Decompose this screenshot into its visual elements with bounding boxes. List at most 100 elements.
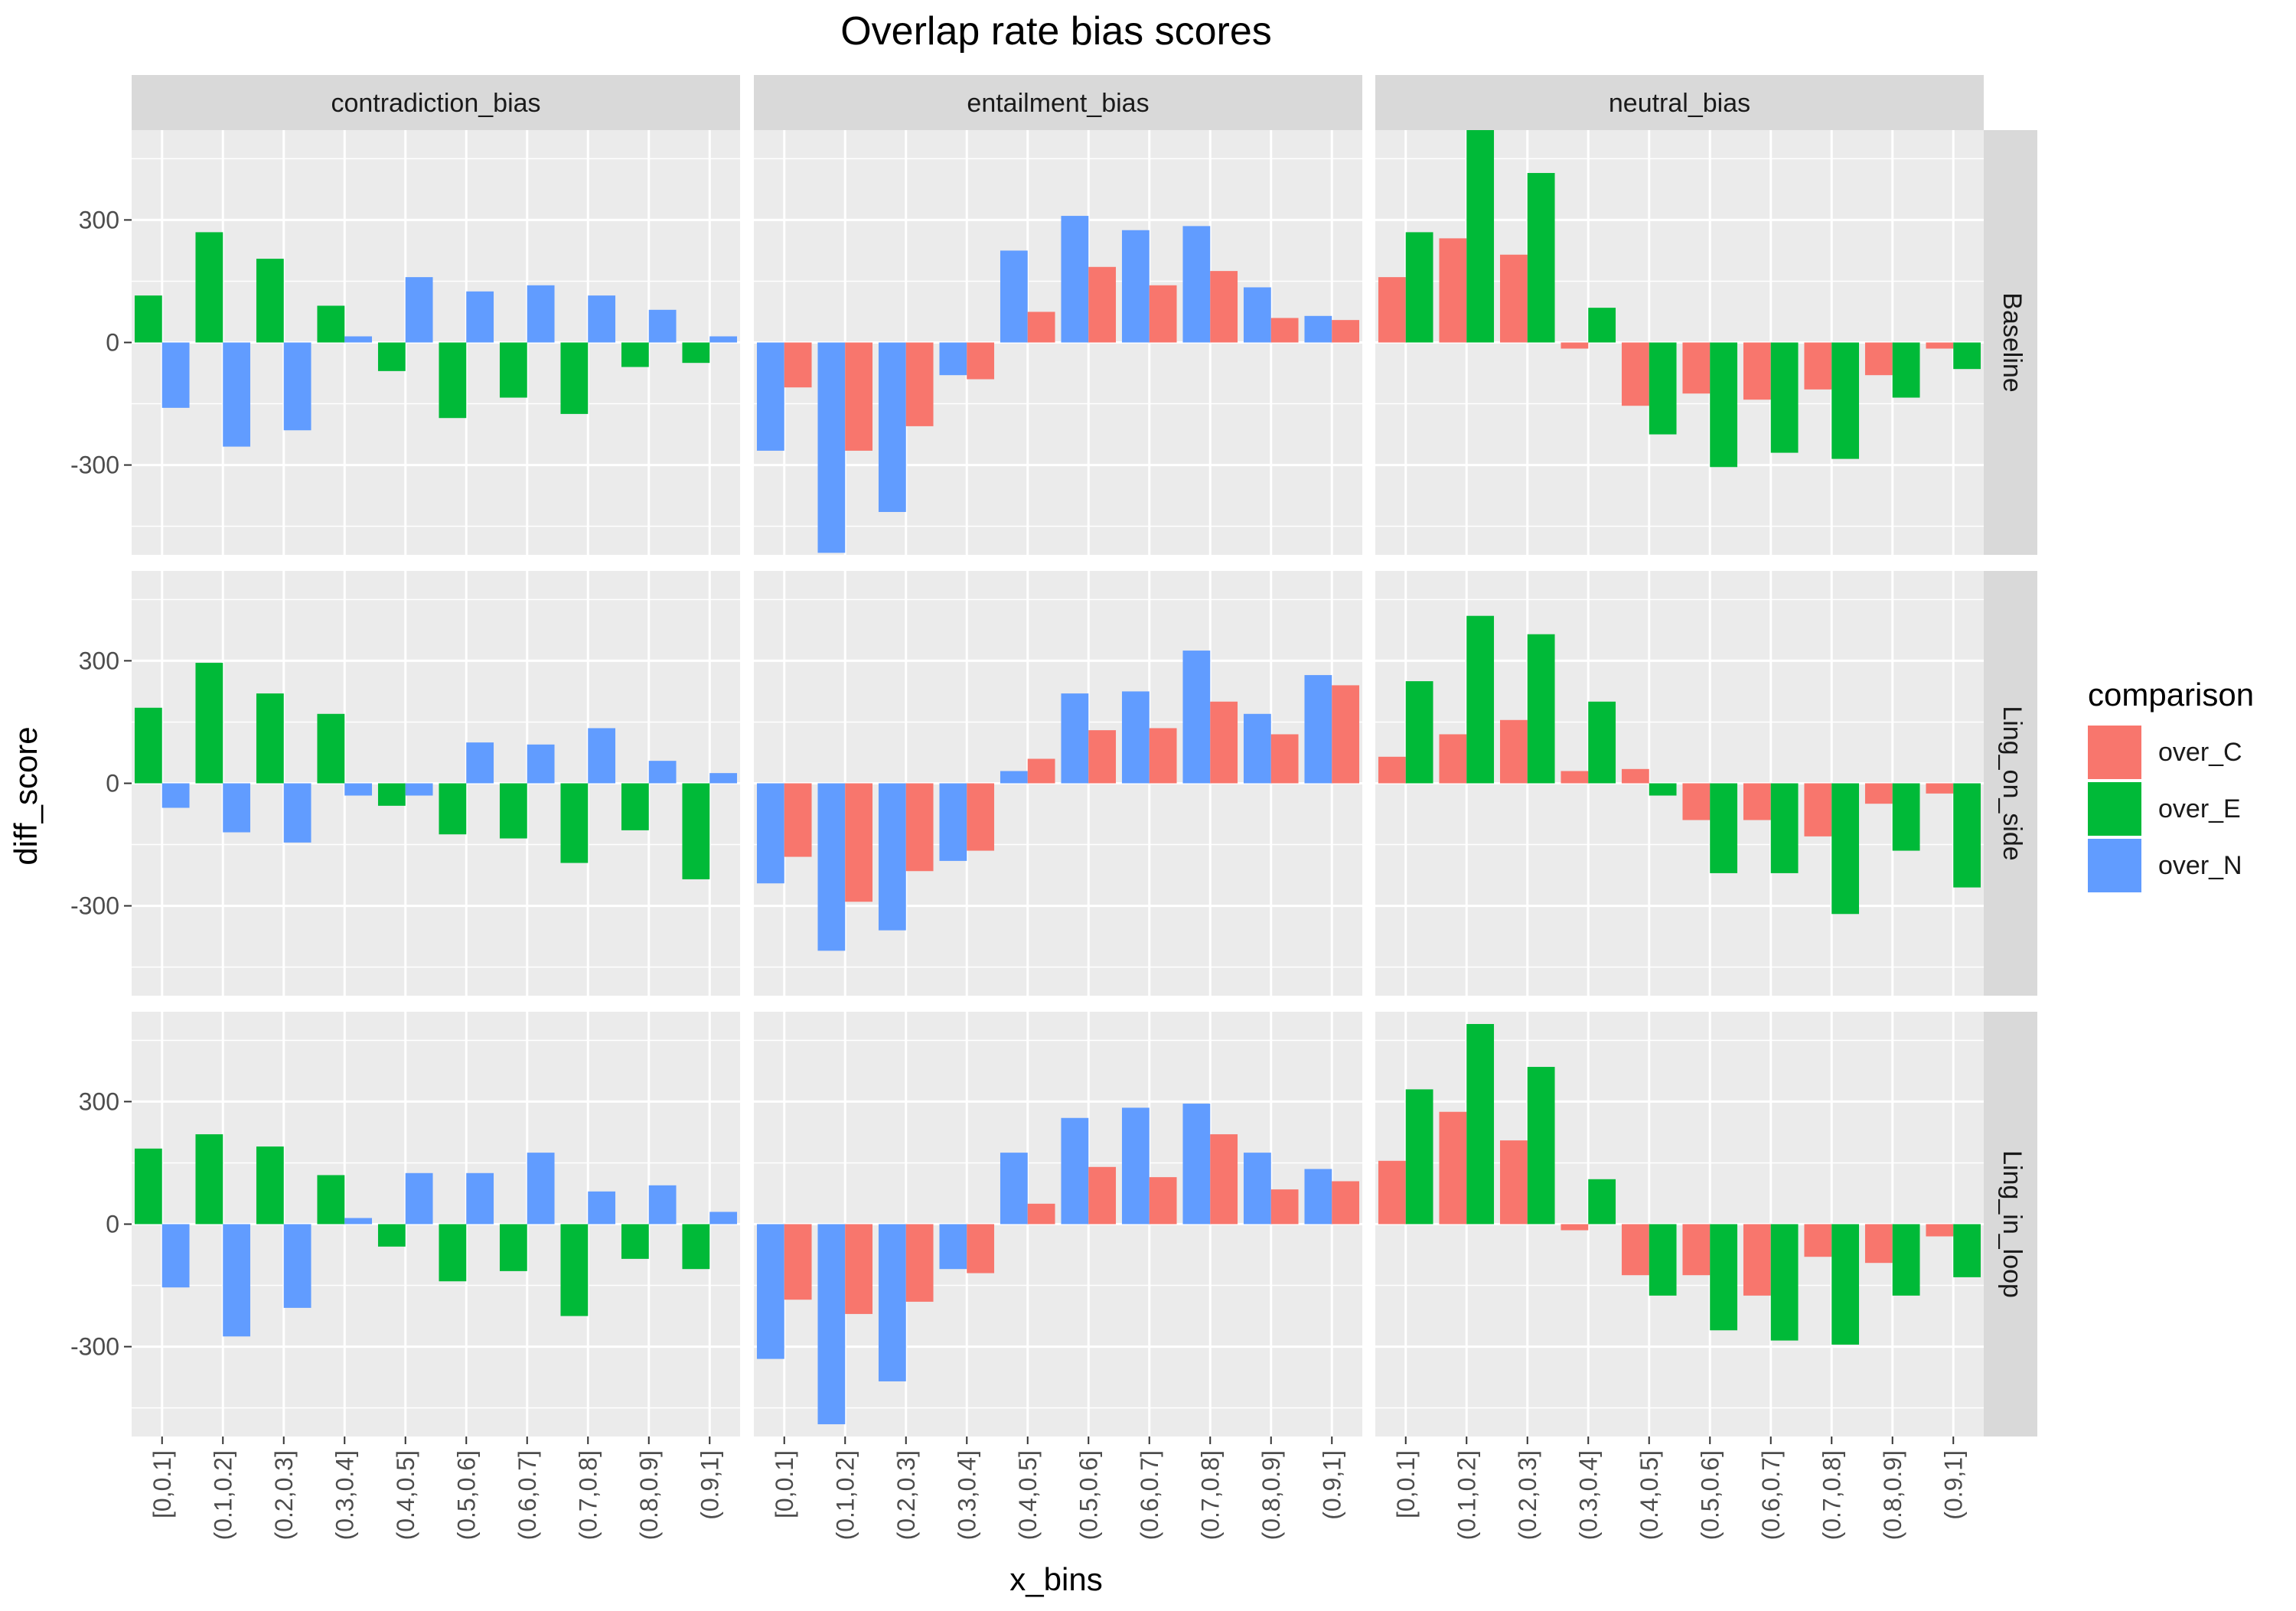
- bar-over-n-9: [648, 761, 677, 784]
- bar-over-c-9: [1270, 734, 1299, 784]
- bar-over-c-7: [1149, 285, 1177, 343]
- bar-over-n-1: [756, 1224, 784, 1359]
- bar-over-c-1: [1378, 756, 1406, 784]
- bar-over-c-9: [1864, 1224, 1893, 1264]
- bar-over-e-5: [377, 1224, 406, 1247]
- bar-over-e-5: [1649, 783, 1677, 796]
- bar-over-c-5: [1621, 768, 1649, 784]
- bar-over-c-5: [1621, 342, 1649, 406]
- bar-over-e-7: [499, 342, 527, 398]
- bar-over-e-9: [621, 783, 649, 830]
- bar-over-c-3: [905, 1224, 934, 1302]
- bar-over-c-9: [1864, 783, 1893, 804]
- bar-over-n-3: [283, 783, 311, 843]
- bar-over-c-5: [1027, 758, 1055, 784]
- bar-over-n-6: [466, 291, 494, 343]
- bar-over-n-4: [344, 783, 373, 796]
- bar-over-n-7: [1121, 1107, 1150, 1225]
- bar-over-n-9: [1243, 287, 1271, 343]
- bar-over-n-5: [405, 783, 433, 796]
- bar-over-e-4: [1588, 308, 1616, 343]
- chart-title: Overlap rate bias scores: [840, 9, 1272, 54]
- bar-over-e-8: [1831, 1224, 1860, 1345]
- y-axis-label: diff_score: [8, 726, 44, 865]
- bar-over-e-3: [256, 1146, 284, 1225]
- bar-over-n-4: [344, 336, 373, 343]
- bar-over-n-6: [1061, 1117, 1089, 1225]
- x-tick-label: (0.3,0.4]: [1574, 1450, 1602, 1540]
- row-strip-ling-in-loop: [1984, 1012, 2037, 1437]
- bar-over-e-9: [1892, 783, 1920, 851]
- y-tick-label: -300: [70, 452, 119, 479]
- bar-over-n-6: [1061, 216, 1089, 343]
- bar-over-c-8: [1804, 342, 1832, 390]
- x-tick-label: (0.6,0.7]: [514, 1450, 541, 1540]
- bar-over-e-1: [134, 295, 162, 343]
- bar-over-c-6: [1088, 266, 1117, 343]
- x-tick-label: (0.5,0.6]: [1075, 1450, 1102, 1540]
- bar-over-e-7: [499, 1224, 527, 1271]
- bar-over-c-4: [967, 1224, 995, 1273]
- bar-over-n-2: [223, 783, 251, 833]
- x-tick-label: (0.9,1]: [696, 1450, 723, 1520]
- y-tick-label: 0: [106, 1211, 119, 1238]
- panel-contradiction-bias-ling-on-side: [132, 571, 740, 996]
- bar-over-e-1: [1405, 1089, 1433, 1225]
- x-tick-label: (0.2,0.3]: [892, 1450, 920, 1540]
- bar-over-n-1: [161, 783, 190, 808]
- column-strip-label: contradiction_bias: [331, 89, 540, 118]
- bar-over-e-8: [560, 342, 589, 414]
- bar-over-n-6: [1061, 693, 1089, 784]
- x-tick-label: (0.9,1]: [1318, 1450, 1345, 1520]
- bar-over-e-2: [1466, 615, 1495, 784]
- bar-over-n-10: [1304, 675, 1332, 784]
- bar-over-e-2: [1466, 130, 1495, 343]
- bar-over-n-4: [939, 783, 967, 861]
- bar-over-e-3: [256, 259, 284, 343]
- bar-over-c-5: [1027, 311, 1055, 343]
- row-strip-label: Baseline: [1998, 292, 2027, 392]
- bar-over-c-10: [1926, 1224, 1954, 1237]
- bar-over-e-3: [256, 693, 284, 784]
- bar-over-n-3: [283, 1224, 311, 1308]
- x-tick-label: (0.1,0.2]: [831, 1450, 859, 1540]
- panel-contradiction-bias-ling-in-loop: [132, 1012, 740, 1437]
- bar-over-c-3: [1499, 719, 1528, 784]
- bar-over-n-7: [527, 285, 555, 343]
- bar-over-e-10: [682, 783, 710, 879]
- bar-over-e-8: [1831, 342, 1860, 459]
- bar-over-c-3: [1499, 254, 1528, 343]
- bar-over-c-5: [1027, 1203, 1055, 1225]
- bar-over-n-4: [939, 1224, 967, 1270]
- bar-over-e-9: [1892, 342, 1920, 398]
- bar-over-c-6: [1682, 1224, 1711, 1276]
- x-tick-label: [0,0.1]: [771, 1450, 798, 1518]
- bar-over-e-7: [1770, 342, 1799, 453]
- panel-entailment-bias-ling-in-loop: [754, 1012, 1362, 1437]
- bar-over-n-8: [588, 728, 616, 784]
- bar-over-e-10: [682, 342, 710, 364]
- bar-over-n-5: [405, 1172, 433, 1225]
- bar-over-c-4: [967, 783, 995, 851]
- bar-over-c-1: [784, 1224, 812, 1300]
- x-tick-label: (0.8,0.9]: [635, 1450, 663, 1540]
- bar-over-c-2: [845, 342, 873, 451]
- panel-neutral-bias-ling-on-side: [1375, 571, 1984, 996]
- bar-over-c-4: [1561, 342, 1589, 349]
- bar-over-e-7: [1770, 1224, 1799, 1341]
- x-tick-label: (0.5,0.6]: [452, 1450, 480, 1540]
- bar-over-c-6: [1682, 783, 1711, 820]
- bar-over-n-1: [161, 342, 190, 408]
- bar-over-e-6: [1710, 783, 1738, 873]
- x-tick-label: (0.4,0.5]: [392, 1450, 419, 1540]
- bar-over-c-7: [1743, 783, 1771, 820]
- bar-over-e-6: [1710, 1224, 1738, 1331]
- bar-over-e-3: [1527, 1067, 1555, 1225]
- bar-over-n-10: [709, 336, 738, 343]
- bar-over-n-8: [1182, 226, 1211, 343]
- x-tick-label: (0.2,0.3]: [1514, 1450, 1541, 1540]
- legend-key-over-c: [2088, 726, 2141, 779]
- bar-over-c-2: [1439, 238, 1467, 343]
